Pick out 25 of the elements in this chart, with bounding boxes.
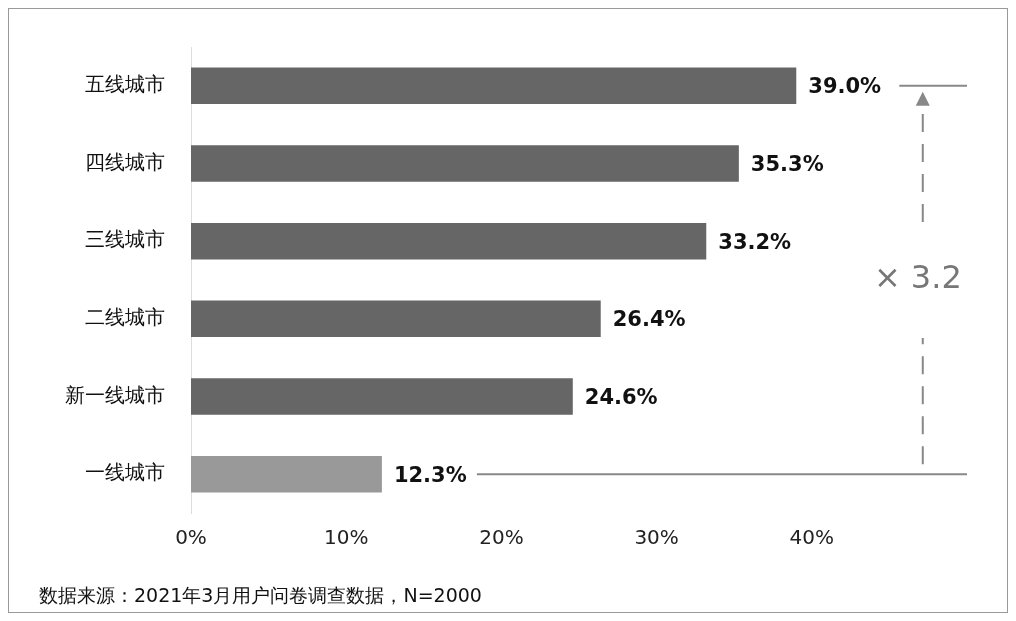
y-tick-label: 五线城市: [85, 72, 165, 97]
bar: [191, 67, 797, 105]
x-tick-label: 20%: [479, 525, 524, 550]
y-tick-label: 一线城市: [85, 460, 165, 485]
data-label: 35.3%: [750, 151, 824, 176]
data-label: 26.4%: [612, 307, 686, 332]
x-tick-label: 10%: [323, 525, 369, 550]
bar: [191, 145, 739, 182]
data-label: 33.2%: [718, 229, 792, 254]
x-tick-label: 30%: [634, 525, 679, 550]
bar: [191, 455, 382, 493]
bar: [191, 222, 707, 260]
data-label: 24.6%: [584, 384, 658, 409]
bar: [191, 300, 601, 338]
source-note: 数据来源：2021年3月用户问卷调查数据，N=2000: [39, 583, 482, 608]
y-tick-label: 四线城市: [85, 149, 165, 174]
data-label: 12.3%: [393, 462, 467, 487]
bar: [191, 378, 573, 415]
y-tick-label: 三线城市: [85, 227, 165, 252]
data-label: 39.0%: [808, 74, 882, 99]
annotation: × 3.2: [873, 258, 962, 297]
y-tick-label: 二线城市: [85, 305, 165, 330]
x-tick-label: 40%: [789, 525, 835, 550]
x-tick-label: 0%: [175, 525, 207, 550]
y-tick-label: 新一线城市: [65, 382, 165, 407]
